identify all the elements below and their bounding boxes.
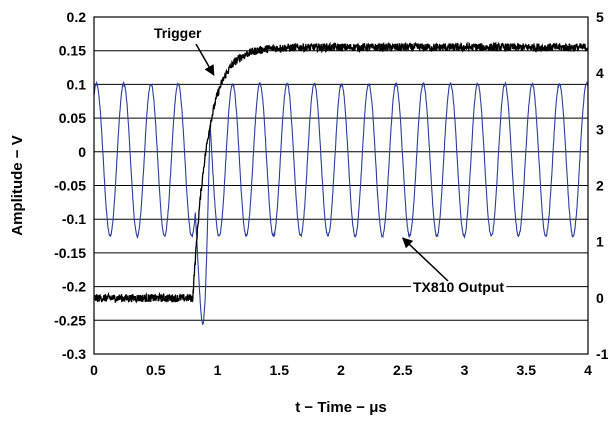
annotation-arrow — [401, 237, 449, 282]
y2-tick-label: 4 — [596, 65, 604, 81]
plot-frame — [93, 16, 589, 355]
annotation-label: Trigger — [154, 25, 202, 41]
y-tick-label: 0.2 — [67, 9, 87, 25]
y2-tick-label: 0 — [596, 290, 604, 306]
x-axis-label: t − Time − μs — [295, 399, 386, 416]
y-axis-label: Amplitude − V — [9, 135, 26, 235]
series-line — [93, 41, 589, 304]
series-line — [93, 80, 589, 326]
x-tick-label: 2 — [337, 362, 345, 378]
annotation-arrow — [195, 43, 215, 76]
x-tick-label: 0.5 — [146, 362, 166, 378]
annotation-background — [411, 278, 507, 296]
y2-tick-label: 3 — [596, 121, 604, 137]
grid-lines — [94, 16, 588, 355]
y2-tick-label: 5 — [596, 9, 604, 25]
annotations-layer: Trigger TX810 Output — [152, 24, 507, 296]
y-tick-label: -0.3 — [62, 346, 86, 362]
y-tick-label: -0.1 — [62, 211, 86, 227]
x-tick-label: 2.5 — [393, 362, 413, 378]
annotation-background — [152, 24, 205, 42]
y-tick-label: 0.1 — [67, 76, 87, 92]
y-tick-label: -0.25 — [54, 312, 86, 328]
tick-labels: 0.2 0.15 0.1 0.05 0 -0.05 -0.1 -0.15 -0.2 -0.25 -0… — [54, 9, 609, 378]
y2-tick-label: -1 — [596, 346, 609, 362]
y-tick-label: -0.15 — [54, 245, 86, 261]
y-tick-label: 0.05 — [59, 110, 86, 126]
x-tick-label: 0 — [90, 362, 98, 378]
y-tick-label: 0 — [78, 144, 86, 160]
x-tick-label: 1.5 — [270, 362, 290, 378]
annotation-label: TX810 Output — [413, 279, 504, 295]
y-tick-label: -0.05 — [54, 178, 86, 194]
x-tick-label: 3.5 — [517, 362, 537, 378]
x-tick-label: 3 — [461, 362, 469, 378]
series-layer — [93, 41, 589, 326]
x-tick-label: 1 — [214, 362, 222, 378]
y-tick-label: 0.15 — [59, 43, 86, 59]
y2-tick-label: 2 — [596, 178, 604, 194]
y2-tick-label: 1 — [596, 234, 604, 250]
x-tick-label: 4 — [584, 362, 592, 378]
y-tick-label: -0.2 — [62, 279, 86, 295]
